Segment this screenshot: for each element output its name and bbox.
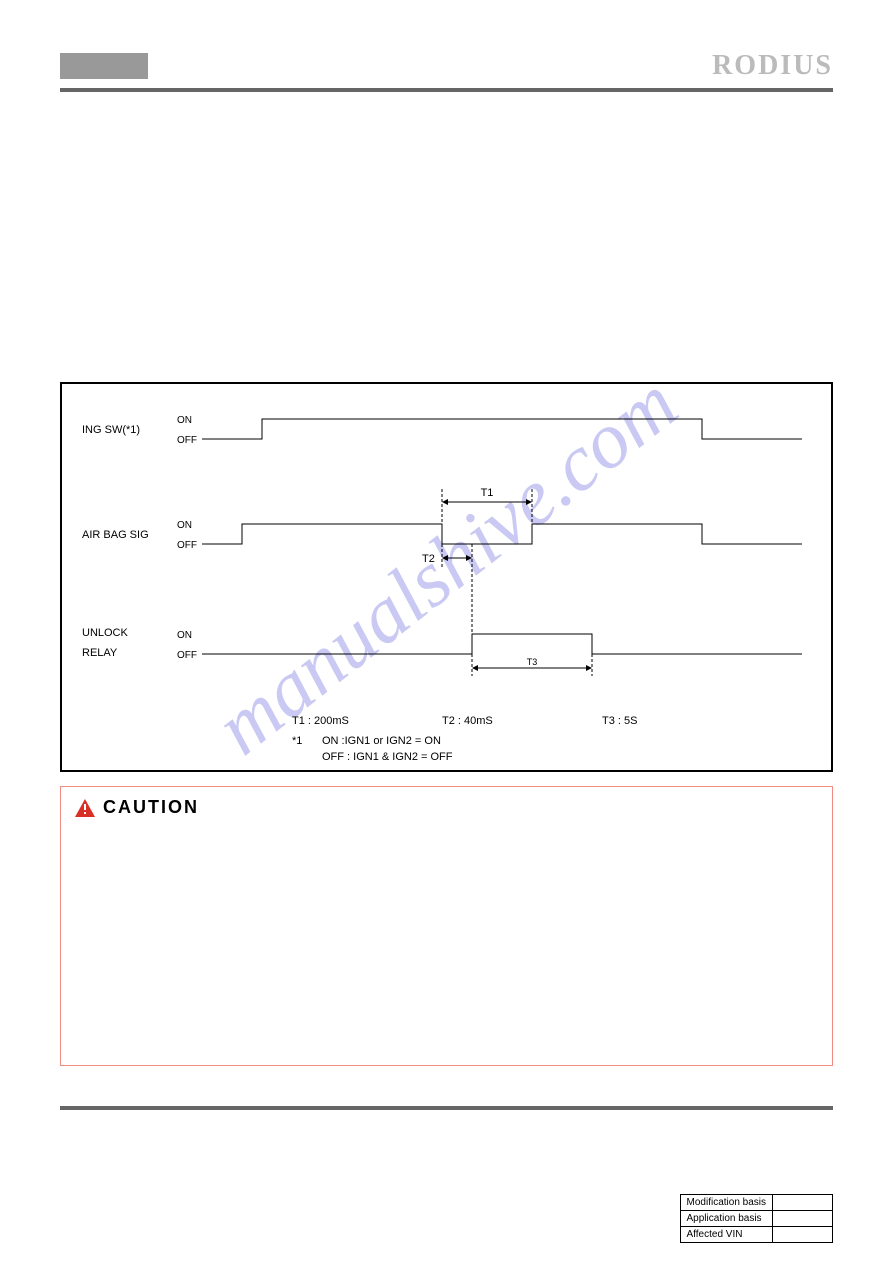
table-row: Modification basis: [680, 1195, 832, 1211]
page-header: RODIUS: [60, 50, 833, 82]
table-row: Application basis: [680, 1211, 832, 1227]
svg-text:AIR BAG SIG: AIR BAG SIG: [82, 529, 149, 541]
footer-rule: [60, 1106, 833, 1110]
table-cell-value: [773, 1211, 833, 1227]
svg-text:OFF: OFF: [177, 435, 197, 446]
svg-text:T3 : 5S: T3 : 5S: [602, 715, 637, 727]
caution-title: CAUTION: [103, 797, 199, 818]
svg-text:OFF : IGN1 & IGN2 = OFF: OFF : IGN1 & IGN2 = OFF: [322, 751, 453, 763]
svg-text:T1 : 200mS: T1 : 200mS: [292, 715, 349, 727]
svg-text:RELAY: RELAY: [82, 647, 118, 659]
svg-text:UNLOCK: UNLOCK: [82, 627, 129, 639]
brand-logo: RODIUS: [712, 50, 833, 82]
footer-table: Modification basis Application basis Aff…: [680, 1194, 833, 1243]
svg-text:ON: ON: [177, 520, 192, 531]
table-cell-value: [773, 1227, 833, 1243]
svg-text:T1: T1: [481, 487, 494, 499]
table-cell-label: Application basis: [680, 1211, 772, 1227]
header-rule: [60, 88, 833, 92]
svg-text:T2: T2: [422, 553, 435, 565]
timing-diagram: ING SW(*1) ON OFF AIR BAG SIG ON OFF T1 T2 UNLOC…: [60, 382, 833, 772]
svg-text:T3: T3: [527, 657, 538, 667]
svg-text:ON: ON: [177, 415, 192, 426]
table-cell-label: Affected VIN: [680, 1227, 772, 1243]
table-cell-value: [773, 1195, 833, 1211]
table-row: Affected VIN: [680, 1227, 832, 1243]
svg-text:ON :IGN1 or IGN2 = ON: ON :IGN1 or IGN2 = ON: [322, 735, 441, 747]
gray-block: [60, 53, 148, 79]
table-cell-label: Modification basis: [680, 1195, 772, 1211]
caution-box: CAUTION: [60, 786, 833, 1066]
svg-text:OFF: OFF: [177, 540, 197, 551]
svg-text:*1: *1: [292, 735, 302, 747]
caution-header: CAUTION: [75, 797, 818, 818]
warning-icon: [75, 799, 95, 817]
svg-text:T2 : 40mS: T2 : 40mS: [442, 715, 493, 727]
svg-text:ON: ON: [177, 630, 192, 641]
svg-text:ING SW(*1): ING SW(*1): [82, 424, 140, 436]
timing-svg: ING SW(*1) ON OFF AIR BAG SIG ON OFF T1 T2 UNLOC…: [62, 384, 822, 770]
svg-text:OFF: OFF: [177, 650, 197, 661]
